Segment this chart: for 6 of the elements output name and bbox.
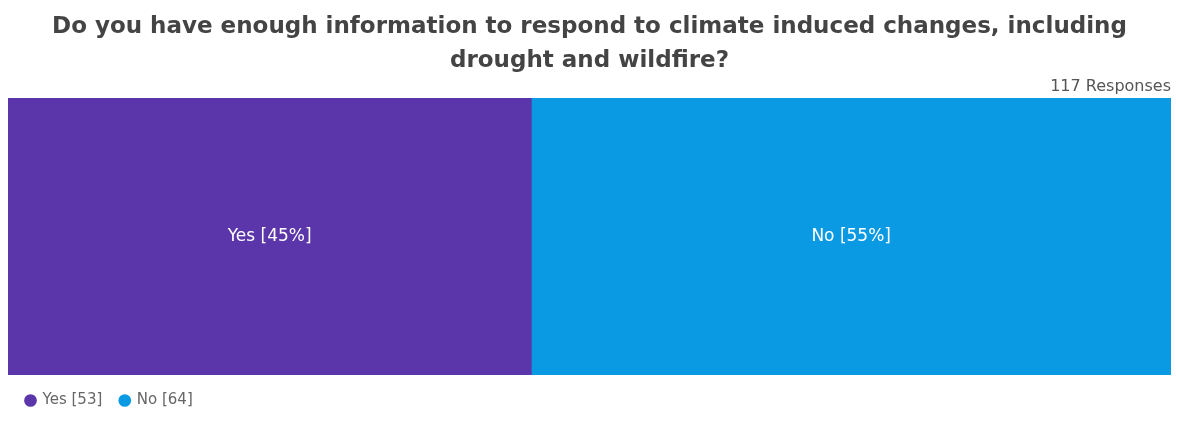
legend-label: Yes [53] xyxy=(41,390,103,409)
chart-title: Do you have enough information to respond to climate induced changes, including drought and wildfire? xyxy=(51,11,1128,74)
data-label: No [55%] xyxy=(811,224,891,245)
data-label: Yes [45%] xyxy=(226,224,312,245)
legend-label: No [64] xyxy=(136,390,193,409)
text: 117 Responses xyxy=(1049,76,1171,97)
